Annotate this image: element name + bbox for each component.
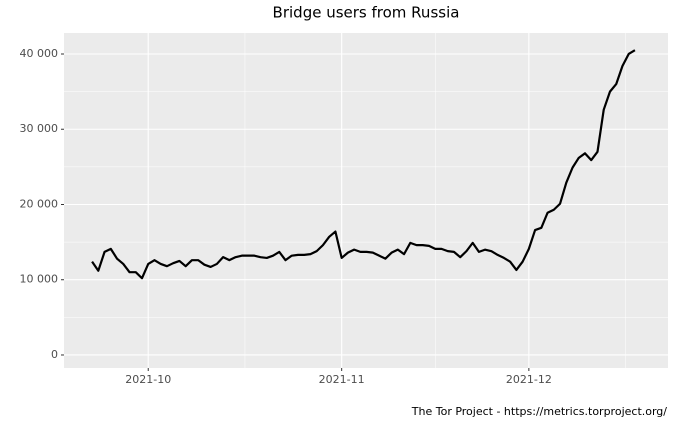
line (91, 49, 636, 280)
panel (64, 33, 668, 368)
x-tick-label: 2021-11 (319, 373, 365, 386)
chart-title: Bridge users from Russia (273, 4, 460, 22)
y-tick-label: 0 (51, 348, 58, 361)
y-tick-label: 20 000 (20, 197, 59, 210)
x-tick-label: 2021-12 (506, 373, 552, 386)
x-tick-label: 2021-10 (125, 373, 171, 386)
y-tick-label: 10 000 (20, 273, 59, 286)
y-tick-label: 40 000 (20, 47, 59, 60)
caption: The Tor Project - https://metrics.torpro… (411, 405, 668, 418)
y-tick-label: 30 000 (20, 122, 59, 135)
